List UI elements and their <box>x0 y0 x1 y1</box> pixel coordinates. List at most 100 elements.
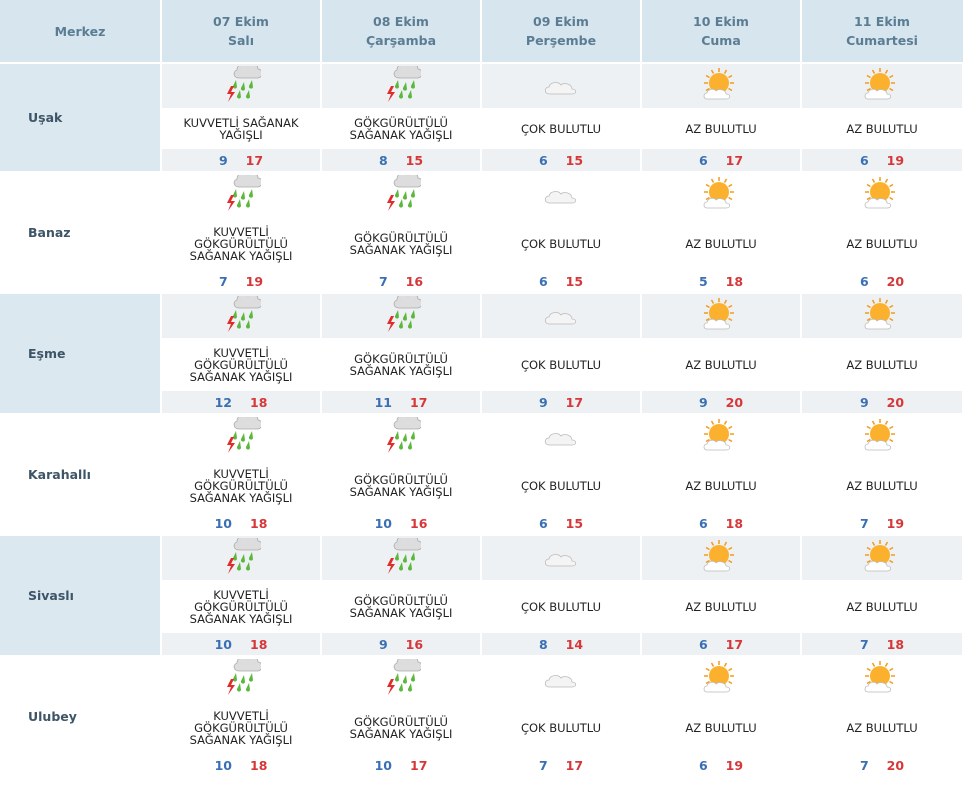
location-name: Banaz <box>28 225 71 240</box>
day-cell: KUVVETLİ GÖKGÜRÜLTÜLÜ SAĞANAK YAĞIŞLI 10 1… <box>162 657 322 776</box>
condition: ÇOK BULUTLU <box>520 599 602 614</box>
temps: 7 20 <box>802 754 962 776</box>
max-temp: 17 <box>725 636 744 652</box>
min-temp: 10 <box>374 515 392 531</box>
icon <box>544 433 577 446</box>
min-temp: 6 <box>859 273 869 289</box>
max-temp: 17 <box>410 394 428 410</box>
weather-icon <box>642 536 800 580</box>
location-cell: Banaz <box>0 173 162 292</box>
max-temp: 17 <box>565 394 584 410</box>
temps: 10 18 <box>162 754 320 776</box>
weather-icon <box>482 173 640 217</box>
weather-icon <box>642 294 800 338</box>
min-temp: 8 <box>378 152 388 168</box>
condition: AZ BULUTLU <box>846 121 918 136</box>
day-cell: AZ BULUTLU 6 18 <box>642 415 802 534</box>
day-cell: AZ BULUTLU 7 18 <box>802 536 962 655</box>
day-date: 07 Ekim <box>213 14 269 29</box>
icon <box>227 175 261 211</box>
day-cell: AZ BULUTLU 6 19 <box>802 64 962 171</box>
max-temp: 16 <box>410 515 428 531</box>
min-temp: 6 <box>698 636 708 652</box>
day-weekday: Cuma <box>701 33 741 48</box>
min-temp: 7 <box>859 636 869 652</box>
min-temp: 10 <box>214 757 232 773</box>
icon <box>864 177 895 209</box>
icon <box>703 540 734 572</box>
max-temp: 19 <box>245 273 264 289</box>
min-temp: 6 <box>698 152 708 168</box>
icon <box>387 66 421 102</box>
temps: 10 18 <box>162 633 320 655</box>
min-temp: 5 <box>698 273 708 289</box>
max-temp: 17 <box>245 152 264 168</box>
day-cell: GÖKGÜRÜLTÜLÜ SAĞANAK YAĞIŞLI 10 16 <box>322 415 482 534</box>
condition: AZ BULUTLU <box>846 478 918 493</box>
location-row: Uşak KUVVETLİ SAĞANAK YAĞIŞLI 9 17 GÖKGÜRÜLT… <box>0 64 963 171</box>
day-date: 10 Ekim <box>693 14 749 29</box>
max-temp: 16 <box>405 273 424 289</box>
max-temp: 16 <box>405 636 424 652</box>
max-temp: 20 <box>886 273 905 289</box>
icon <box>703 177 734 209</box>
icon <box>544 312 577 325</box>
day-cell: KUVVETLİ GÖKGÜRÜLTÜLÜ SAĞANAK YAĞIŞLI 10 1… <box>162 536 322 655</box>
max-temp: 17 <box>565 757 584 773</box>
icon <box>544 82 577 95</box>
icon <box>387 659 421 695</box>
weather-icon <box>642 657 800 701</box>
min-temp: 10 <box>214 636 232 652</box>
icon <box>864 419 895 451</box>
day-weekday: Salı <box>227 33 254 48</box>
max-temp: 18 <box>725 273 744 289</box>
day-cell: AZ BULUTLU 9 20 <box>802 294 962 413</box>
min-temp: 7 <box>538 757 548 773</box>
weather-icon <box>482 294 640 338</box>
temps: 10 17 <box>322 754 480 776</box>
weather-icon <box>802 415 962 459</box>
max-temp: 18 <box>250 757 268 773</box>
icon <box>544 554 577 567</box>
icon <box>227 296 261 332</box>
temps: 6 15 <box>482 149 640 171</box>
icon <box>227 417 261 453</box>
weather-icon <box>322 415 480 459</box>
max-temp: 15 <box>405 152 424 168</box>
icon <box>864 540 895 572</box>
max-temp: 17 <box>725 152 744 168</box>
condition: GÖKGÜRÜLTÜLÜ SAĞANAK YAĞIŞLI <box>349 472 453 499</box>
min-temp: 9 <box>698 394 708 410</box>
weather-icon <box>802 536 962 580</box>
weather-icon <box>162 64 320 108</box>
condition: AZ BULUTLU <box>685 236 757 251</box>
min-temp: 7 <box>378 273 388 289</box>
weather-icon <box>802 173 962 217</box>
max-temp: 19 <box>886 515 905 531</box>
max-temp: 20 <box>725 394 744 410</box>
temps: 8 15 <box>322 149 480 171</box>
day-cell: KUVVETLİ GÖKGÜRÜLTÜLÜ SAĞANAK YAĞIŞLI 12 1… <box>162 294 322 413</box>
temps: 7 19 <box>802 512 962 534</box>
location-row: Banaz KUVVETLİ GÖKGÜRÜLTÜLÜ SAĞANAK YAĞIŞ… <box>0 173 963 292</box>
min-temp: 7 <box>859 515 869 531</box>
min-temp: 11 <box>374 394 392 410</box>
max-temp: 20 <box>886 757 905 773</box>
icon <box>387 175 421 211</box>
max-temp: 15 <box>565 515 584 531</box>
weather-icon <box>642 64 800 108</box>
day-cell: KUVVETLİ SAĞANAK YAĞIŞLI 9 17 <box>162 64 322 171</box>
header-day: 08 Ekim Çarşamba <box>322 0 482 62</box>
icon <box>387 417 421 453</box>
day-cell: ÇOK BULUTLU 6 15 <box>482 415 642 534</box>
location-row: Ulubey KUVVETLİ GÖKGÜRÜLTÜLÜ SAĞANAK YAĞI… <box>0 657 963 776</box>
location-name: Ulubey <box>28 709 77 724</box>
max-temp: 19 <box>886 152 905 168</box>
max-temp: 20 <box>886 394 905 410</box>
max-temp: 17 <box>410 757 428 773</box>
header-day: 09 Ekim Perşembe <box>482 0 642 62</box>
weather-icon <box>322 294 480 338</box>
temps: 10 16 <box>322 512 480 534</box>
day-cell: ÇOK BULUTLU 8 14 <box>482 536 642 655</box>
location-name: Sivaslı <box>28 588 74 603</box>
